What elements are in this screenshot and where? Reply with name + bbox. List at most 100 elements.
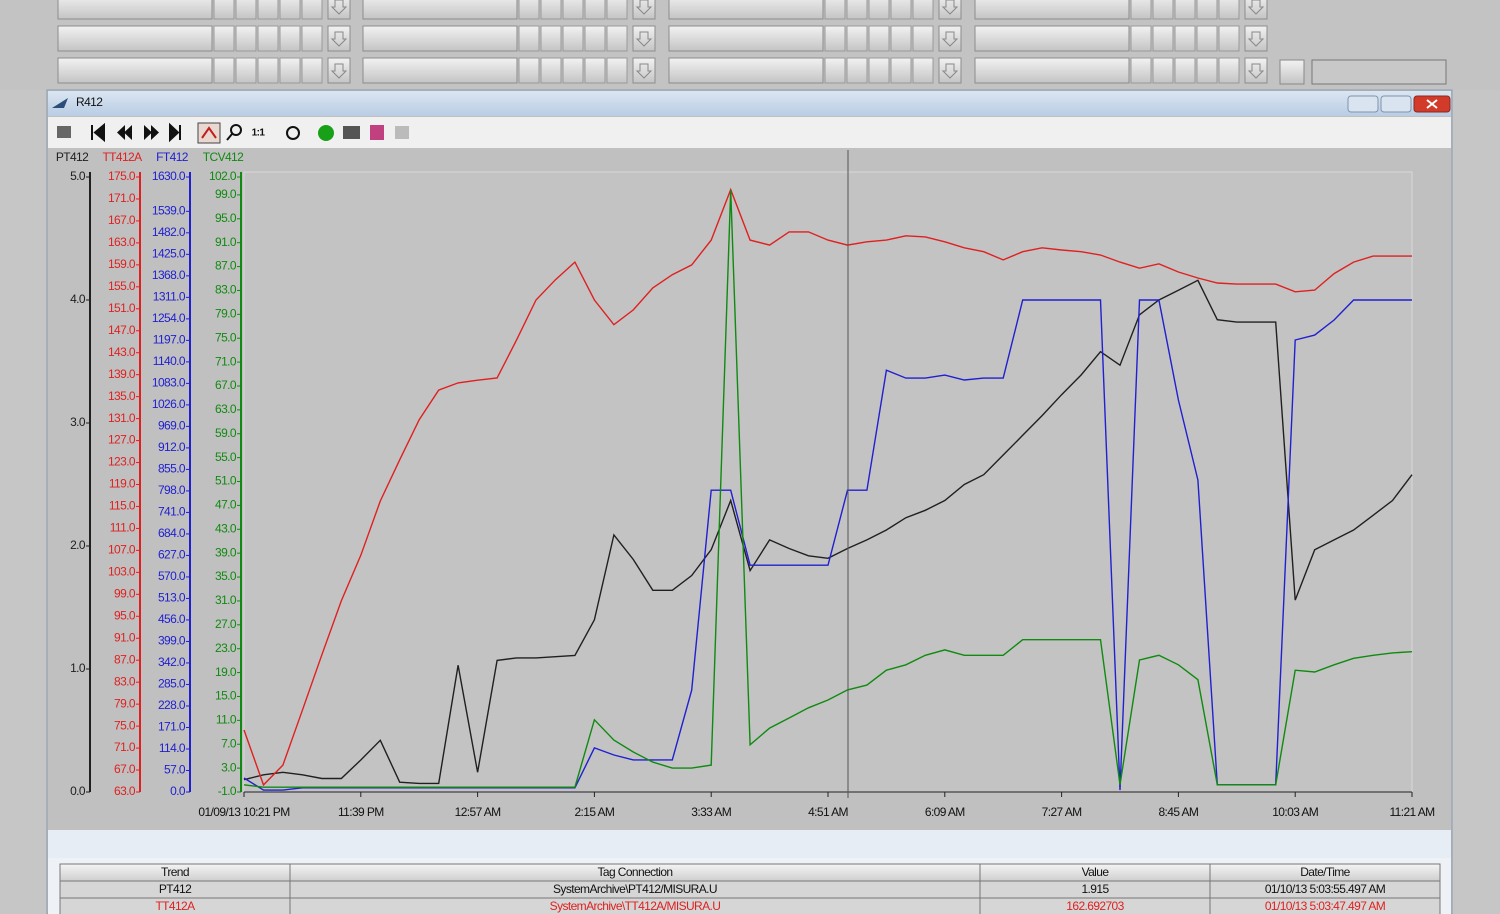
input-field[interactable] — [974, 57, 1130, 84]
flag-cell[interactable] — [540, 25, 562, 52]
flag-cell[interactable] — [1130, 0, 1152, 20]
flag-cell[interactable] — [257, 57, 279, 84]
flag-cell[interactable] — [213, 57, 235, 84]
arrow-button[interactable] — [938, 25, 962, 52]
flag-cell[interactable] — [1196, 0, 1218, 20]
arrow-button[interactable] — [632, 25, 656, 52]
panel-textbox[interactable] — [1311, 59, 1447, 85]
flag-cell[interactable] — [1174, 0, 1196, 20]
arrow-button[interactable] — [327, 57, 351, 84]
flag-cell[interactable] — [518, 25, 540, 52]
flag-cell[interactable] — [912, 25, 934, 52]
tool-export[interactable] — [370, 125, 384, 140]
tool-stop[interactable] — [197, 122, 221, 144]
flag-cell[interactable] — [824, 0, 846, 20]
flag-cell[interactable] — [824, 57, 846, 84]
arrow-button[interactable] — [1244, 0, 1268, 20]
tool-forward[interactable] — [144, 125, 159, 140]
flag-cell[interactable] — [301, 0, 323, 20]
restore-button[interactable] — [1380, 95, 1412, 113]
flag-cell[interactable] — [606, 0, 628, 20]
flag-cell[interactable] — [213, 25, 235, 52]
tool-zoom-1to1[interactable]: 1:1 — [252, 128, 266, 139]
input-field[interactable] — [668, 25, 824, 52]
flag-cell[interactable] — [1152, 0, 1174, 20]
panel-icon-button[interactable] — [1279, 59, 1305, 85]
flag-cell[interactable] — [279, 0, 301, 20]
flag-cell[interactable] — [1218, 25, 1240, 52]
flag-cell[interactable] — [257, 0, 279, 20]
flag-cell[interactable] — [540, 0, 562, 20]
tool-back[interactable] — [117, 125, 132, 140]
tool-last[interactable] — [169, 122, 181, 143]
input-field[interactable] — [57, 0, 213, 20]
input-field[interactable] — [362, 0, 518, 20]
flag-cell[interactable] — [562, 25, 584, 52]
tool-refresh[interactable] — [286, 126, 300, 140]
flag-cell[interactable] — [1130, 25, 1152, 52]
input-field[interactable] — [668, 57, 824, 84]
flag-cell[interactable] — [584, 57, 606, 84]
flag-cell[interactable] — [1152, 57, 1174, 84]
flag-cell[interactable] — [1196, 25, 1218, 52]
arrow-button[interactable] — [1244, 57, 1268, 84]
flag-cell[interactable] — [213, 0, 235, 20]
input-field[interactable] — [974, 0, 1130, 20]
flag-cell[interactable] — [912, 0, 934, 20]
flag-cell[interactable] — [868, 25, 890, 52]
flag-cell[interactable] — [562, 57, 584, 84]
arrow-button[interactable] — [1244, 25, 1268, 52]
flag-cell[interactable] — [1196, 57, 1218, 84]
flag-cell[interactable] — [540, 57, 562, 84]
flag-cell[interactable] — [846, 57, 868, 84]
flag-cell[interactable] — [235, 0, 257, 20]
input-field[interactable] — [362, 57, 518, 84]
tool-start[interactable] — [318, 125, 334, 141]
flag-cell[interactable] — [868, 0, 890, 20]
tool-print[interactable] — [343, 126, 360, 139]
flag-cell[interactable] — [890, 25, 912, 52]
flag-cell[interactable] — [518, 57, 540, 84]
arrow-button[interactable] — [327, 25, 351, 52]
flag-cell[interactable] — [301, 57, 323, 84]
flag-cell[interactable] — [1152, 25, 1174, 52]
input-field[interactable] — [362, 25, 518, 52]
tool-config[interactable] — [57, 126, 71, 138]
tool-zoom[interactable] — [230, 124, 242, 136]
flag-cell[interactable] — [890, 0, 912, 20]
flag-cell[interactable] — [868, 57, 890, 84]
flag-cell[interactable] — [518, 0, 540, 20]
flag-cell[interactable] — [257, 25, 279, 52]
arrow-button[interactable] — [632, 57, 656, 84]
flag-cell[interactable] — [562, 0, 584, 20]
arrow-button[interactable] — [938, 57, 962, 84]
flag-cell[interactable] — [1218, 0, 1240, 20]
arrow-button[interactable] — [938, 0, 962, 20]
flag-cell[interactable] — [584, 25, 606, 52]
flag-cell[interactable] — [824, 25, 846, 52]
tool-first[interactable] — [91, 122, 105, 143]
flag-cell[interactable] — [301, 25, 323, 52]
flag-cell[interactable] — [846, 0, 868, 20]
input-field[interactable] — [668, 0, 824, 20]
flag-cell[interactable] — [606, 25, 628, 52]
flag-cell[interactable] — [279, 57, 301, 84]
flag-cell[interactable] — [1174, 25, 1196, 52]
flag-cell[interactable] — [846, 25, 868, 52]
flag-cell[interactable] — [1174, 57, 1196, 84]
minimize-button[interactable] — [1347, 95, 1379, 113]
flag-cell[interactable] — [235, 25, 257, 52]
flag-cell[interactable] — [890, 57, 912, 84]
flag-cell[interactable] — [606, 57, 628, 84]
input-field[interactable] — [974, 25, 1130, 52]
flag-cell[interactable] — [1218, 57, 1240, 84]
flag-cell[interactable] — [1130, 57, 1152, 84]
arrow-button[interactable] — [327, 0, 351, 20]
arrow-button[interactable] — [632, 0, 656, 20]
input-field[interactable] — [57, 25, 213, 52]
flag-cell[interactable] — [235, 57, 257, 84]
flag-cell[interactable] — [912, 57, 934, 84]
input-field[interactable] — [57, 57, 213, 84]
flag-cell[interactable] — [279, 25, 301, 52]
flag-cell[interactable] — [584, 0, 606, 20]
